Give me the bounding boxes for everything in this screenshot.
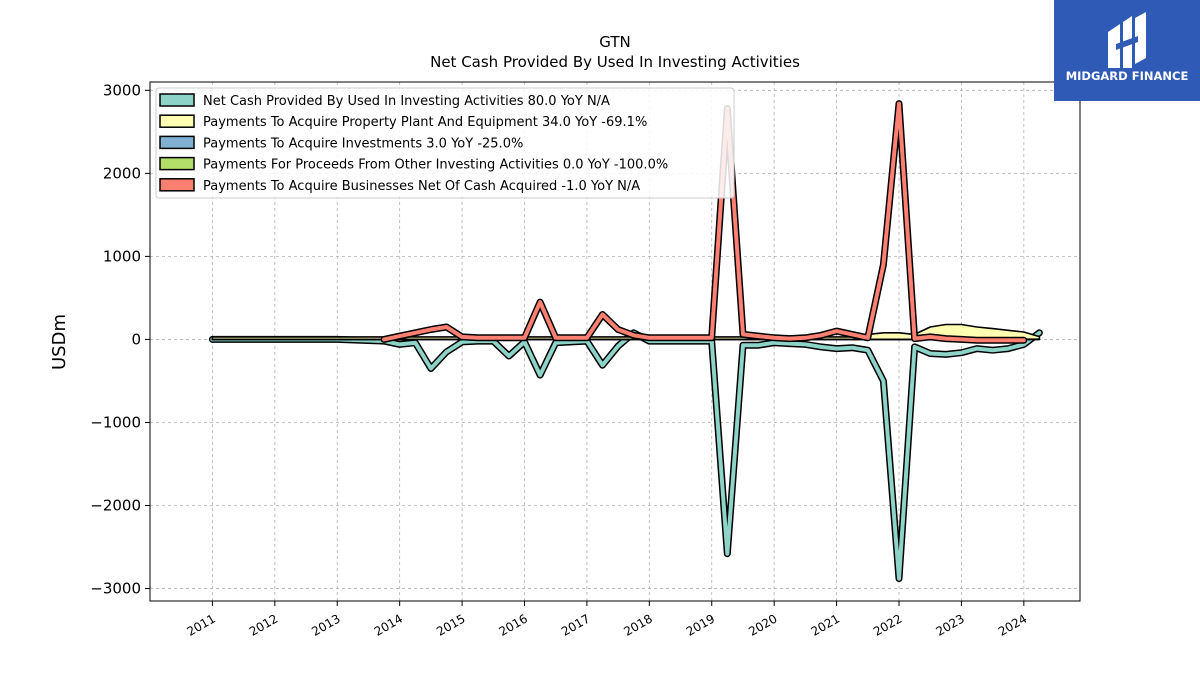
y-tick-label: −2000 <box>90 497 141 515</box>
legend-swatch <box>159 135 195 150</box>
x-tick-label: 2012 <box>247 611 280 638</box>
x-tick-label: 2015 <box>434 611 467 638</box>
legend-swatch <box>159 93 195 107</box>
brand-name: MIDGARD FINANCE <box>1065 69 1189 83</box>
plot-series <box>208 100 1043 583</box>
y-tick-label: −3000 <box>90 580 141 598</box>
x-tick-label: 2019 <box>684 611 717 638</box>
brand-logo: MIDGARD FINANCE <box>1054 0 1200 101</box>
legend-entry: Payments To Acquire Property Plant And E… <box>203 115 647 130</box>
series-outline-net-cash-provided-by-used-in-investing-activities <box>208 329 1043 583</box>
legend-entry: Net Cash Provided By Used In Investing A… <box>203 94 610 109</box>
x-axis: 2011 2012 2013 2014 2015 2016 2017 2018 2019 2020… <box>184 601 1029 639</box>
x-tick-label: 2020 <box>746 611 779 638</box>
y-tick-label: 3000 <box>103 81 141 99</box>
legend-frame <box>155 87 735 199</box>
chart-subtitle: Net Cash Provided By Used In Investing A… <box>430 53 800 71</box>
y-axis: −3000 −2000 −1000 0 1000 2000 3000 <box>90 81 150 598</box>
legend-swatch <box>159 156 195 171</box>
x-tick-label: 2023 <box>933 611 966 638</box>
x-tick-label: 2018 <box>621 611 654 638</box>
legend-entry: Payments To Acquire Investments 3.0 YoY … <box>203 136 523 151</box>
x-tick-label: 2011 <box>184 611 217 638</box>
y-tick-label: 2000 <box>103 164 141 182</box>
y-axis-label: USDm <box>49 314 70 370</box>
x-tick-label: 2014 <box>372 611 405 638</box>
legend-entry: Payments To Acquire Businesses Net Of Ca… <box>203 179 640 194</box>
x-tick-label: 2016 <box>497 611 530 638</box>
x-tick-label: 2024 <box>996 611 1029 638</box>
series-line-payments-to-acquire-businesses-net-of-cash-acquired <box>382 101 1026 343</box>
legend-swatch <box>159 114 195 128</box>
y-tick-label: 1000 <box>103 247 141 265</box>
x-tick-label: 2022 <box>871 611 904 638</box>
plot-frame <box>149 81 1081 602</box>
x-tick-label: 2017 <box>559 611 592 638</box>
x-tick-label: 2013 <box>309 611 342 638</box>
brand-mark-icon <box>1108 12 1146 68</box>
legend-entry: Payments For Proceeds From Other Investi… <box>203 158 668 173</box>
legend-swatch <box>159 178 195 192</box>
legend: Net Cash Provided By Used In Investing A… <box>155 87 735 199</box>
x-tick-label: 2021 <box>809 611 842 638</box>
y-tick-label: 0 <box>131 330 141 348</box>
y-tick-label: −1000 <box>90 413 141 431</box>
chart-title: GTN <box>599 33 630 51</box>
